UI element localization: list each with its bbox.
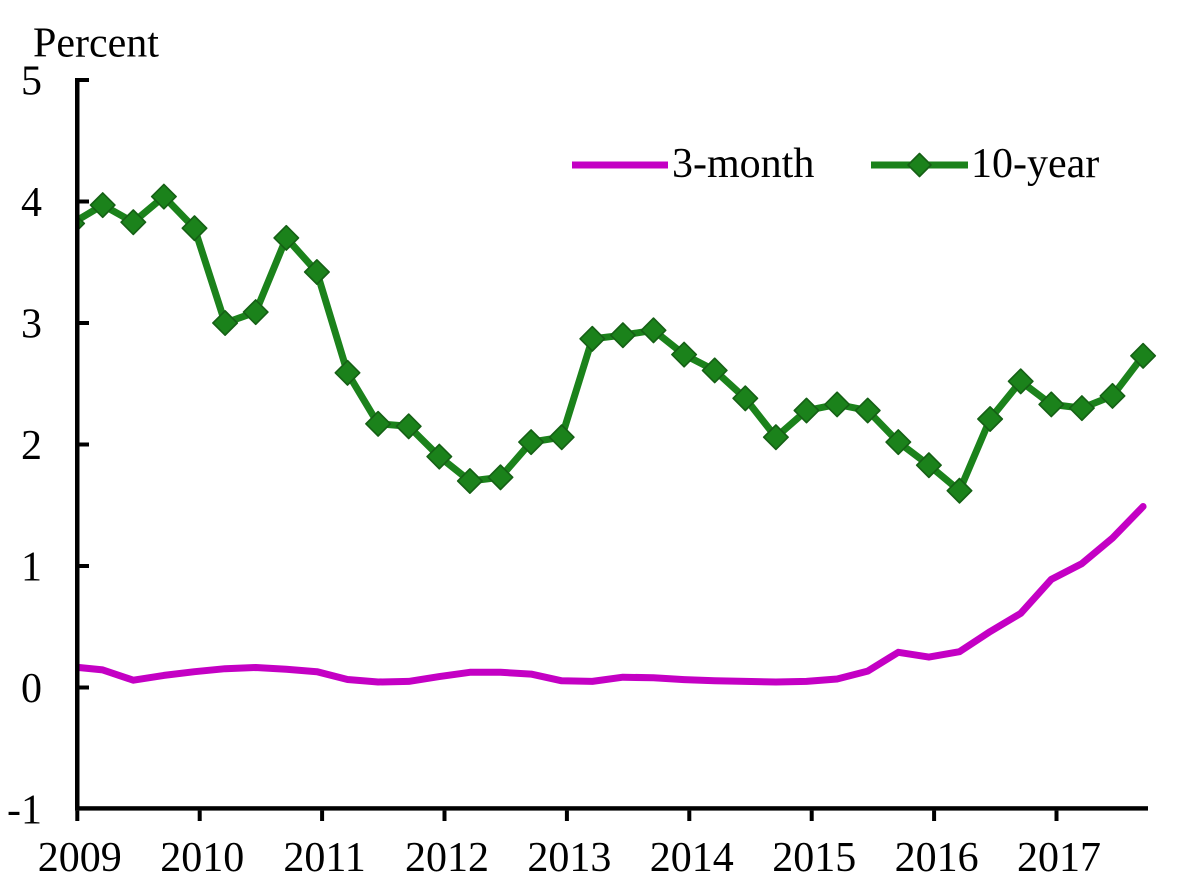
svg-text:10-year: 10-year (971, 141, 1099, 187)
svg-text:2010: 2010 (160, 835, 244, 881)
svg-text:2014: 2014 (650, 835, 734, 881)
svg-text:2011: 2011 (283, 835, 365, 881)
svg-text:3: 3 (21, 302, 42, 348)
svg-text:2017: 2017 (1017, 835, 1101, 881)
svg-text:0: 0 (21, 666, 42, 712)
svg-text:2015: 2015 (772, 835, 856, 881)
svg-text:-1: -1 (7, 788, 42, 834)
svg-text:Percent: Percent (33, 21, 159, 67)
svg-text:2013: 2013 (527, 835, 611, 881)
svg-text:4: 4 (21, 180, 42, 226)
svg-text:2: 2 (21, 423, 42, 469)
svg-text:3-month: 3-month (672, 141, 814, 187)
svg-text:2012: 2012 (405, 835, 489, 881)
svg-text:2016: 2016 (895, 835, 979, 881)
svg-text:2009: 2009 (38, 835, 122, 881)
svg-text:5: 5 (21, 59, 42, 105)
svg-text:1: 1 (21, 545, 42, 591)
